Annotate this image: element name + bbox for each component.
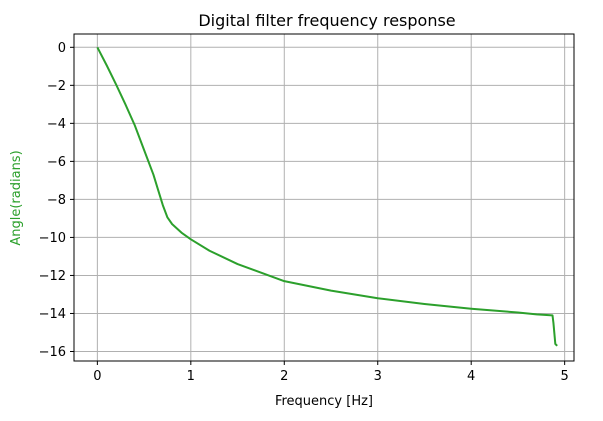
y-tick-label: −14 [39,307,66,322]
y-tick-label: −4 [47,117,66,132]
y-tick-label: −12 [39,269,66,284]
y-tick-label: −6 [47,155,66,170]
x-tick-label: 3 [374,369,382,384]
plot-frame [73,33,575,362]
y-tick-label: −2 [47,79,66,94]
y-axis-label: Angle(radians) [9,150,24,245]
y-tick-label: −16 [39,345,66,360]
grid [74,34,574,361]
chart-title: Digital filter frequency response [198,11,455,30]
x-tick-label: 2 [280,369,288,384]
series-layer [96,46,558,347]
series-line [96,46,558,347]
y-tick-label: 0 [58,41,66,56]
x-tick-label: 4 [467,369,475,384]
y-tick-label: −10 [39,231,66,246]
x-tick-label: 5 [561,369,569,384]
ticks: 0 1 2 3 4 5 0 −2 −4 −6 −8 −10 −12 −14 −16 [39,41,569,384]
y-tick-label: −8 [47,193,66,208]
x-axis-label: Frequency [Hz] [275,394,373,409]
x-tick-label: 0 [93,369,101,384]
x-tick-label: 1 [187,369,195,384]
